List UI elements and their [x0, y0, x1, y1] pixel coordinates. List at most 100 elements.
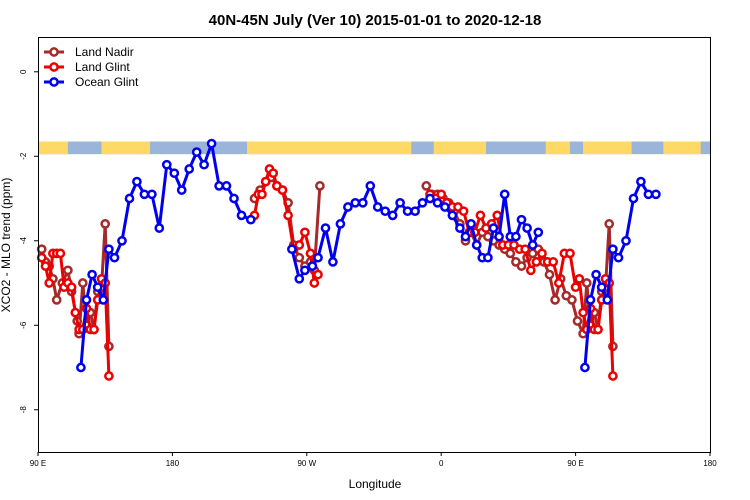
y-tick-label: -8 — [19, 406, 28, 414]
data-point — [191, 147, 202, 157]
data-point — [287, 244, 297, 255]
y-tick-label: -6 — [19, 321, 28, 329]
data-point — [51, 295, 62, 305]
data-point — [475, 210, 486, 221]
data-point — [283, 210, 293, 221]
data-point — [380, 206, 391, 217]
data-point — [531, 257, 542, 267]
data-point — [81, 295, 92, 305]
data-point — [40, 261, 51, 271]
data-point — [567, 295, 577, 305]
data-point — [277, 185, 288, 195]
data-point — [651, 189, 661, 200]
data-point — [608, 244, 618, 255]
series-layer — [36, 138, 661, 381]
data-point — [357, 197, 368, 208]
data-point — [395, 197, 405, 208]
legend-item: Land Nadir — [44, 45, 134, 59]
data-point — [522, 223, 532, 233]
y-tick-label: -2 — [19, 152, 28, 160]
data-point — [565, 248, 575, 259]
data-point — [488, 223, 499, 233]
data-point — [402, 206, 413, 217]
data-point — [176, 185, 187, 195]
x-tick-label: 90 W — [297, 459, 316, 468]
data-point — [350, 197, 361, 208]
land-band-segment — [663, 141, 701, 155]
data-point — [516, 261, 527, 271]
plot-frame — [38, 37, 711, 453]
data-point — [466, 219, 476, 229]
legend-marker — [49, 77, 59, 87]
data-point — [87, 269, 97, 280]
data-point — [214, 181, 224, 191]
data-point — [516, 214, 527, 225]
data-point — [499, 189, 510, 200]
data-point — [36, 244, 47, 255]
data-point — [294, 273, 305, 284]
land-sea-band — [38, 141, 710, 155]
data-point — [365, 181, 376, 191]
data-point — [307, 261, 318, 271]
data-point — [66, 282, 77, 293]
data-point — [460, 231, 471, 242]
data-point — [313, 252, 323, 263]
data-point — [591, 269, 601, 280]
data-point — [309, 278, 320, 288]
y-axis-label: XCO2 - MLO trend (ppm) — [0, 178, 13, 313]
data-point — [410, 206, 420, 217]
data-point — [527, 240, 538, 250]
y-tick-label: 0 — [19, 69, 28, 74]
data-point — [578, 307, 588, 318]
data-point — [320, 223, 331, 233]
legend-label: Land Nadir — [75, 45, 134, 59]
data-point — [132, 176, 142, 187]
data-point — [608, 371, 618, 381]
data-point — [117, 235, 127, 246]
data-point — [169, 168, 180, 179]
land-band-segment — [545, 141, 570, 155]
data-point — [260, 176, 271, 187]
data-point — [643, 189, 654, 200]
data-point — [455, 223, 465, 233]
data-point — [372, 202, 383, 212]
data-point — [92, 282, 103, 293]
land-band-segment — [247, 141, 412, 155]
data-point — [257, 189, 267, 200]
y-tick-label: -4 — [19, 237, 28, 245]
data-point — [544, 269, 555, 280]
data-point — [593, 324, 603, 335]
data-point — [305, 248, 316, 259]
data-point — [432, 197, 443, 208]
data-point — [585, 295, 596, 305]
data-point — [447, 210, 458, 221]
data-point — [199, 159, 209, 170]
data-point — [77, 278, 88, 288]
data-point — [124, 193, 135, 204]
data-point — [548, 257, 559, 267]
data-point — [343, 202, 353, 212]
x-axis-label: Longitude — [349, 477, 402, 491]
data-point — [572, 316, 583, 326]
data-point — [628, 193, 639, 204]
legend-item: Ocean Glint — [44, 75, 139, 89]
data-point — [161, 159, 172, 170]
data-point — [76, 362, 86, 373]
land-band-segment — [101, 141, 150, 155]
data-point — [294, 252, 305, 263]
data-point — [537, 248, 547, 259]
data-point — [436, 189, 447, 200]
data-point — [458, 206, 469, 217]
data-point — [104, 244, 114, 255]
data-point — [533, 227, 544, 238]
legend-marker — [49, 47, 59, 57]
data-point — [268, 168, 279, 179]
x-tick-label: 0 — [439, 459, 444, 468]
data-point — [98, 295, 109, 305]
data-point — [100, 219, 111, 229]
data-point — [294, 240, 305, 250]
data-point — [613, 252, 624, 263]
x-tick-label: 90 E — [567, 459, 583, 468]
legend-label: Land Glint — [75, 60, 130, 74]
data-point — [471, 240, 482, 250]
